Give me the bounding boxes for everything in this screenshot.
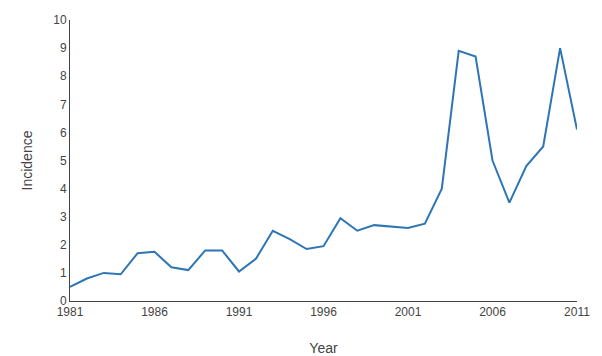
svg-text:2001: 2001 bbox=[395, 305, 422, 319]
svg-text:1986: 1986 bbox=[141, 305, 168, 319]
svg-text:3: 3 bbox=[60, 210, 67, 224]
svg-text:4: 4 bbox=[60, 182, 67, 196]
svg-text:5: 5 bbox=[60, 154, 67, 168]
svg-text:1: 1 bbox=[60, 266, 67, 280]
svg-text:Incidence: Incidence bbox=[19, 130, 35, 190]
svg-text:2: 2 bbox=[60, 238, 67, 252]
svg-text:2006: 2006 bbox=[479, 305, 506, 319]
svg-text:9: 9 bbox=[60, 41, 67, 55]
svg-text:10: 10 bbox=[53, 13, 67, 27]
svg-text:2011: 2011 bbox=[564, 305, 590, 319]
svg-text:7: 7 bbox=[60, 98, 67, 112]
svg-text:6: 6 bbox=[60, 126, 67, 140]
svg-text:1981: 1981 bbox=[57, 305, 84, 319]
svg-text:1991: 1991 bbox=[226, 305, 253, 319]
svg-text:8: 8 bbox=[60, 69, 67, 83]
svg-text:0: 0 bbox=[60, 294, 67, 308]
svg-text:1996: 1996 bbox=[310, 305, 337, 319]
svg-text:Year: Year bbox=[309, 340, 338, 356]
